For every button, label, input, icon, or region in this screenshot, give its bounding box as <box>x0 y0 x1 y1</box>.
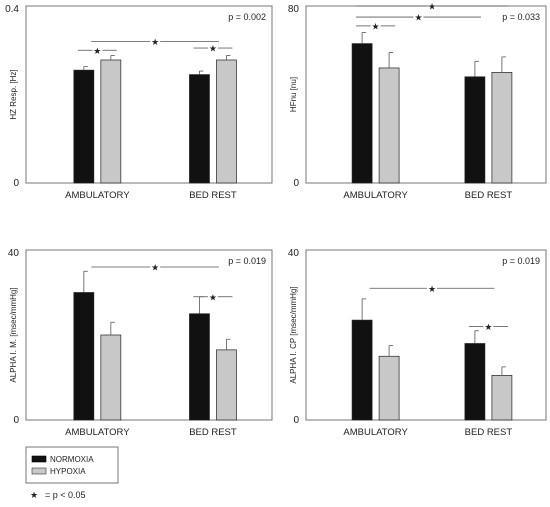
x-tick-label: BED REST <box>465 190 513 201</box>
chart-panel-2: 0 80 HFnu [nu] p = 0.033 AMBULATORY BED REST ★… <box>288 2 547 201</box>
significance-star-icon: ★ <box>30 490 38 500</box>
p-value-label: p = 0.002 <box>228 12 266 22</box>
x-tick-label: AMBULATORY <box>65 427 130 438</box>
chart-frame <box>305 249 547 421</box>
bar-normoxia-bed-rest <box>464 76 486 184</box>
y-axis-label: ALPHA I. M. [msec/mmHg] <box>9 287 18 382</box>
y-tick-label: 0 <box>13 415 19 426</box>
y-tick-label: 40 <box>8 248 20 259</box>
bar-normoxia-bed-rest <box>189 313 210 421</box>
y-axis-label: ALPHA I. CP [msec/mmHg] <box>289 286 298 383</box>
x-tick-label: AMBULATORY <box>65 190 130 201</box>
x-tick-label: BED REST <box>465 427 513 438</box>
bar-hypoxia-bed-rest <box>216 59 237 184</box>
p-value-label: p = 0.033 <box>502 12 540 22</box>
bar-hypoxia-ambulatory <box>378 67 400 184</box>
chart-frame <box>25 5 273 184</box>
p-value-label: p = 0.019 <box>228 256 266 266</box>
chart-panel-3: 0 40 ALPHA I. M. [msec/mmHg] p = 0.019 AMBUL… <box>8 248 273 438</box>
significance-star-icon: ★ <box>151 37 159 47</box>
x-tick-label: BED REST <box>189 190 237 201</box>
bar-normoxia-bed-rest <box>464 343 486 421</box>
y-tick-label: 0 <box>293 178 299 189</box>
legend-swatch-hypoxia <box>31 467 47 475</box>
bar-normoxia-ambulatory <box>351 319 373 421</box>
legend-label-hypoxia: HYPOXIA <box>50 467 86 476</box>
y-tick-label: 80 <box>288 4 300 15</box>
x-tick-label: BED REST <box>189 427 237 438</box>
y-axis-label: HZ Resp. [Hz] <box>9 69 18 119</box>
significance-star-icon: ★ <box>151 263 159 273</box>
bar-hypoxia-bed-rest <box>491 72 513 184</box>
significance-note: = p < 0.05 <box>45 490 86 500</box>
y-tick-label: 40 <box>288 248 300 259</box>
x-tick-label: AMBULATORY <box>343 427 408 438</box>
legend-label-normoxia: NORMOXIA <box>50 455 94 464</box>
bar-normoxia-ambulatory <box>73 292 95 421</box>
bar-hypoxia-ambulatory <box>100 59 122 184</box>
bar-hypoxia-bed-rest <box>491 375 513 421</box>
significance-star-icon: ★ <box>428 284 436 294</box>
x-tick-label: AMBULATORY <box>343 190 408 201</box>
bar-hypoxia-ambulatory <box>100 334 122 421</box>
charts-group: 0 0.4 HZ Resp. [Hz] p = 0.002 AMBULATORY BED … <box>5 2 547 438</box>
chart-panel-4: 0 40 ALPHA I. CP [msec/mmHg] p = 0.019 AMBUL… <box>288 248 547 438</box>
bar-normoxia-ambulatory <box>351 43 373 184</box>
y-tick-label: 0 <box>293 415 299 426</box>
significance-star-icon: ★ <box>93 46 101 56</box>
chart-frame <box>25 249 273 421</box>
bar-hypoxia-ambulatory <box>378 355 400 421</box>
p-value-label: p = 0.019 <box>502 256 540 266</box>
y-axis-label: HFnu [nu] <box>289 77 298 112</box>
significance-star-icon: ★ <box>428 2 436 12</box>
bar-hypoxia-bed-rest <box>216 349 237 421</box>
significance-star-icon: ★ <box>372 21 380 31</box>
significance-star-icon: ★ <box>414 13 422 23</box>
legend-frame <box>25 446 119 484</box>
significance-star-icon: ★ <box>209 44 217 54</box>
y-tick-label: 0.4 <box>5 4 19 15</box>
bar-normoxia-bed-rest <box>189 74 210 184</box>
chart-panel-1: 0 0.4 HZ Resp. [Hz] p = 0.002 AMBULATORY BED … <box>5 4 273 201</box>
bar-normoxia-ambulatory <box>73 69 95 184</box>
significance-star-icon: ★ <box>209 292 217 302</box>
legend-swatch-normoxia <box>31 455 47 463</box>
significance-star-icon: ★ <box>484 322 492 332</box>
legend: NORMOXIA HYPOXIA ★ = p < 0.05 <box>25 446 119 500</box>
y-tick-label: 0 <box>13 178 19 189</box>
